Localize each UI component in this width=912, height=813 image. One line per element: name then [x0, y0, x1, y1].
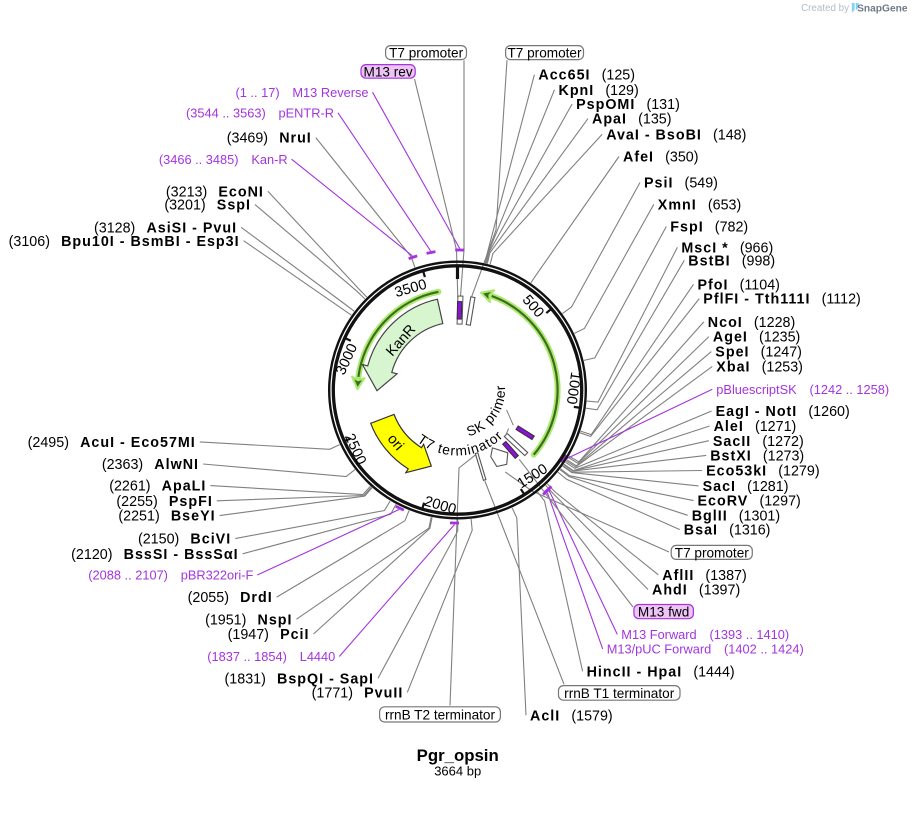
svg-text:FspI (782): FspI (782) [670, 220, 748, 236]
svg-text:PflFI - Tth111I (1112): PflFI - Tth111I (1112) [703, 292, 860, 308]
svg-text:AflII (1387): AflII (1387) [662, 568, 746, 584]
svg-text:(2363) AlwNI: (2363) AlwNI [102, 457, 199, 473]
svg-text:(1 .. 17) M13 Reverse: (1 .. 17) M13 Reverse [235, 85, 368, 100]
svg-text:1000: 1000 [563, 371, 584, 405]
svg-text:M13/pUC Forward (1402 .. 1424: M13/pUC Forward (1402 .. 1424) [607, 642, 804, 657]
svg-text:XmnI (653): XmnI (653) [658, 197, 741, 213]
svg-text:BstBI (998): BstBI (998) [688, 253, 775, 269]
svg-text:(3213) EcoNI: (3213) EcoNI [166, 184, 264, 200]
svg-text:PsiI (549): PsiI (549) [644, 176, 718, 192]
svg-text:(2120) BssSI - BssSαI: (2120) BssSI - BssSαI [71, 547, 238, 563]
svg-text:SacI (1281): SacI (1281) [703, 479, 789, 495]
svg-text:BstXI (1273): BstXI (1273) [710, 449, 804, 465]
svg-text:(1951) NspI: (1951) NspI [205, 612, 292, 628]
svg-text:PspOMI (131): PspOMI (131) [576, 97, 680, 113]
svg-text:rrnB T2 terminator: rrnB T2 terminator [385, 707, 496, 722]
svg-text:BglII (1301): BglII (1301) [692, 508, 780, 524]
svg-text:MscI * (966): MscI * (966) [681, 240, 773, 256]
svg-text:M13 rev: M13 rev [364, 64, 413, 79]
svg-text:T7 promoter: T7 promoter [507, 46, 582, 61]
svg-text:SK primer: SK primer [465, 384, 509, 439]
svg-text:Pgr_opsin: Pgr_opsin [417, 746, 499, 765]
svg-text:SnapGene: SnapGene [857, 4, 908, 15]
svg-text:AclI (1579): AclI (1579) [530, 708, 613, 724]
svg-text:AgeI (1235): AgeI (1235) [713, 330, 800, 346]
svg-text:EagI - NotI (1260): EagI - NotI (1260) [716, 404, 850, 420]
svg-text:ApaI (135): ApaI (135) [592, 112, 671, 128]
svg-text:(1947) PciI: (1947) PciI [228, 627, 310, 643]
svg-text:T7 promoter: T7 promoter [389, 46, 464, 61]
svg-text:AhdI (1397): AhdI (1397) [652, 583, 740, 599]
svg-text:SpeI (1247): SpeI (1247) [715, 345, 802, 361]
svg-text:rrnB T1 terminator: rrnB T1 terminator [564, 686, 675, 701]
svg-text:XbaI (1253): XbaI (1253) [716, 360, 803, 376]
svg-text:(2261) ApaLI: (2261) ApaLI [109, 479, 206, 495]
svg-text:Eco53kI (1279): Eco53kI (1279) [706, 464, 820, 480]
svg-text:(2495) AcuI - Eco57MI: (2495) AcuI - Eco57MI [28, 435, 196, 451]
svg-text:(3201) SspI: (3201) SspI [164, 198, 251, 214]
svg-text:M13 Forward (1393 .. 1410): M13 Forward (1393 .. 1410) [621, 627, 789, 642]
svg-text:T7 promoter: T7 promoter [675, 545, 750, 560]
svg-text:(3128) AsiSI - PvuI: (3128) AsiSI - PvuI [94, 220, 237, 236]
svg-text:EcoRV (1297): EcoRV (1297) [698, 494, 801, 510]
svg-text:(3544 .. 3563) pENTR-R: (3544 .. 3563) pENTR-R [186, 105, 334, 120]
svg-text:(2055) DrdI: (2055) DrdI [188, 590, 273, 606]
svg-text:(1831) BspQI - SapI: (1831) BspQI - SapI [225, 671, 374, 687]
svg-text:(2251) BseYI: (2251) BseYI [118, 509, 215, 525]
svg-text:3664 bp: 3664 bp [434, 764, 481, 779]
svg-text:(1771) PvuII: (1771) PvuII [312, 686, 404, 702]
svg-text:Created by: Created by [801, 3, 849, 14]
svg-text:HincII - HpaI (1444): HincII - HpaI (1444) [587, 664, 735, 680]
svg-text:NcoI (1228): NcoI (1228) [708, 315, 795, 331]
svg-text:SacII (1272): SacII (1272) [713, 434, 804, 450]
svg-text:PfoI (1104): PfoI (1104) [698, 277, 780, 293]
svg-text:2500: 2500 [341, 431, 369, 467]
svg-text:pBluescriptSK (1242 .. 1258): pBluescriptSK (1242 .. 1258) [716, 382, 889, 397]
svg-text:Acc65I (125): Acc65I (125) [538, 68, 635, 84]
svg-text:(3469) NruI: (3469) NruI [227, 131, 312, 147]
svg-text:(2150) BciVI: (2150) BciVI [138, 532, 231, 548]
svg-text:BsaI (1316): BsaI (1316) [684, 523, 771, 539]
svg-text:M13 fwd: M13 fwd [638, 605, 689, 620]
svg-text:AvaI - BsoBI (148): AvaI - BsoBI (148) [606, 127, 746, 143]
svg-text:KpnI (129): KpnI (129) [559, 83, 639, 99]
svg-text:(3466 .. 3485) Kan-R: (3466 .. 3485) Kan-R [159, 152, 288, 167]
svg-text:AleI (1271): AleI (1271) [714, 419, 797, 435]
svg-text:(2088 .. 2107) pBR322ori-F: (2088 .. 2107) pBR322ori-F [88, 568, 253, 583]
svg-text:ori: ori [384, 431, 407, 454]
svg-text:(2255) PspFI: (2255) PspFI [116, 494, 212, 510]
svg-text:AfeI (350): AfeI (350) [623, 150, 699, 166]
svg-text:(1837 .. 1854) L4440: (1837 .. 1854) L4440 [207, 649, 335, 664]
svg-text:(3106) Bpu10I - BsmBI - Esp3I: (3106) Bpu10I - BsmBI - Esp3I [9, 234, 240, 250]
